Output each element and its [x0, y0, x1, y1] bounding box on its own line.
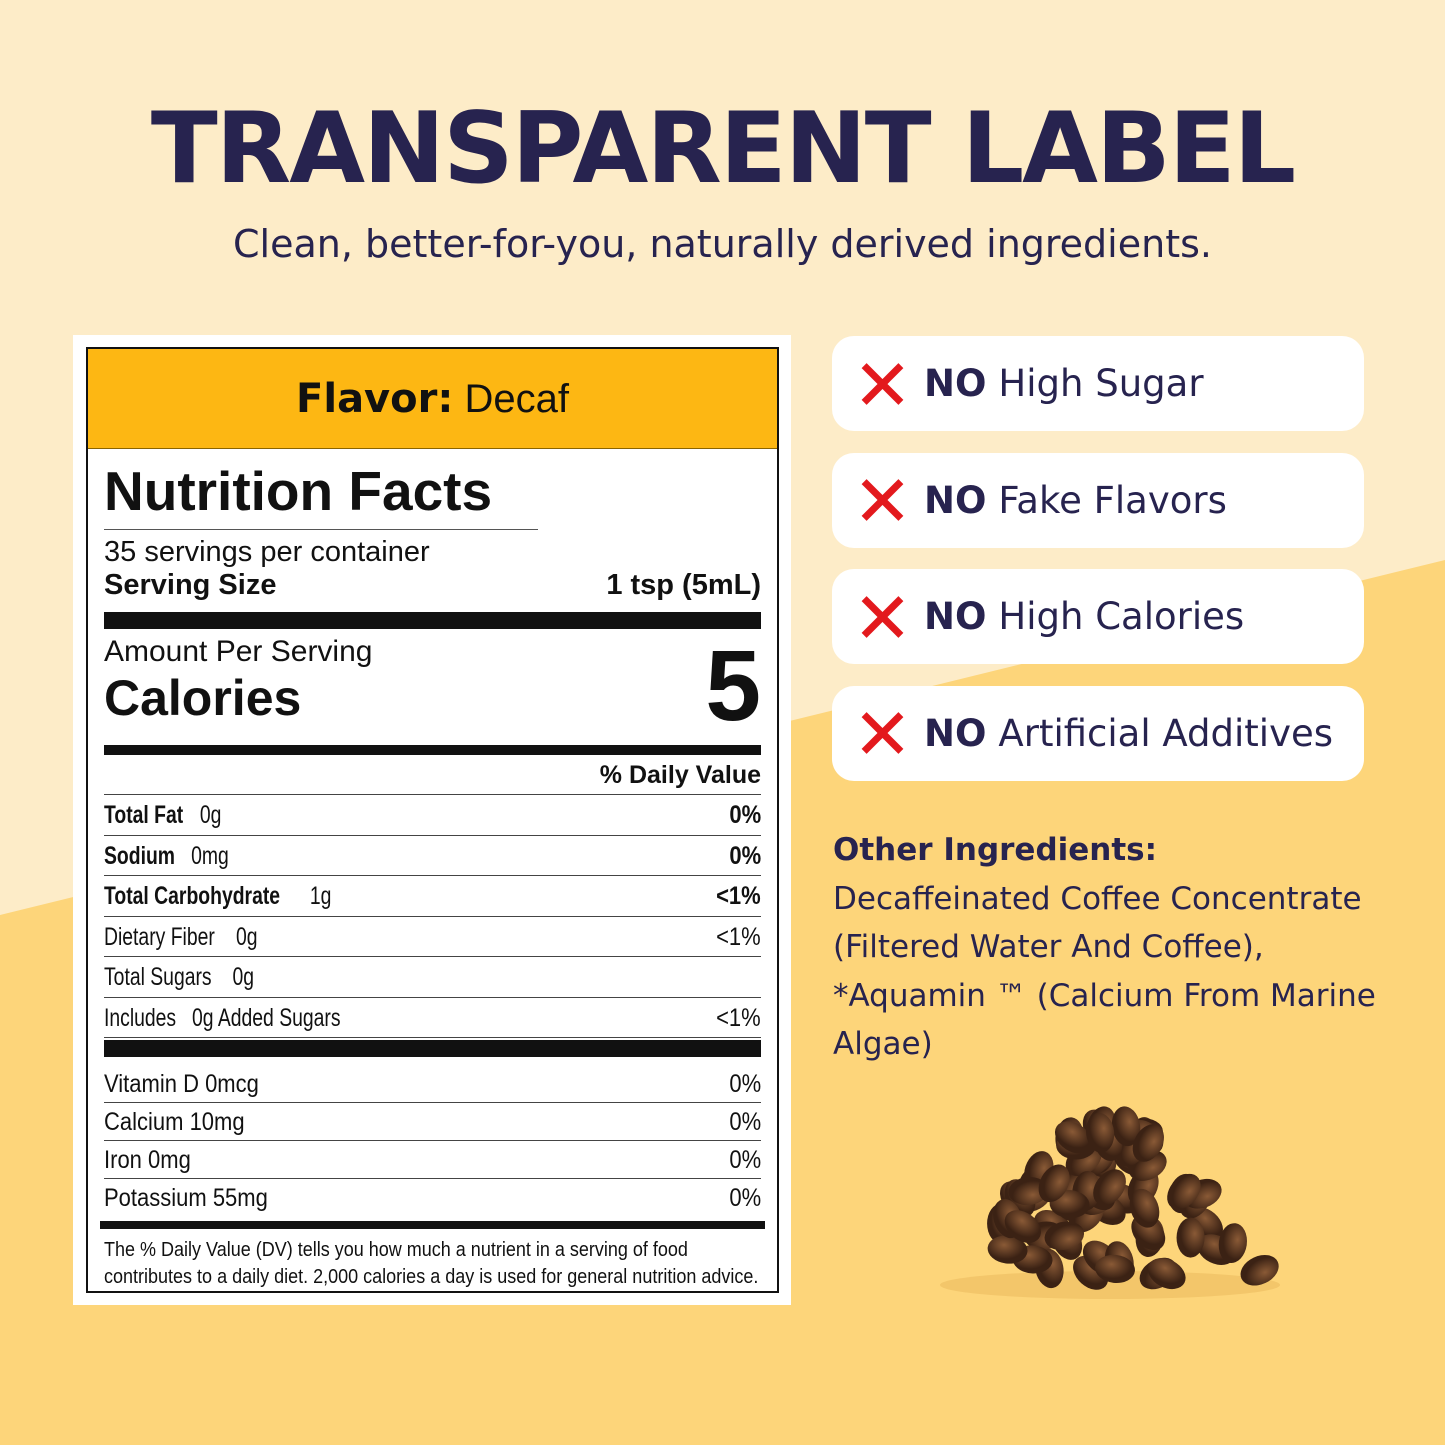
coffee-beans-image — [940, 1106, 1280, 1299]
coffee-bean — [1167, 1173, 1201, 1210]
other-ingredients: Other Ingredients: Decaffeinated Coffee … — [833, 832, 1376, 1062]
calories-value: 5 — [705, 630, 761, 742]
divider — [104, 1040, 761, 1057]
nutrient-row: Sodium 0mg 0% — [104, 836, 761, 876]
footnote: The % Daily Value (DV) tells you how muc… — [104, 1239, 759, 1288]
daily-value-header: % Daily Value — [104, 755, 761, 795]
coffee-bean — [1086, 1112, 1115, 1153]
calories-section: Amount Per Serving Calories 5 — [104, 630, 761, 742]
coffee-bean — [1111, 1106, 1141, 1147]
coffee-bean — [1038, 1164, 1070, 1203]
vitamin-row: Iron 0mg 0% — [104, 1141, 761, 1179]
page-subtitle: Clean, better-for-you, naturally derived… — [233, 222, 1212, 266]
x-icon — [860, 711, 904, 755]
x-icon — [860, 595, 904, 639]
coffee-bean — [1129, 1188, 1160, 1228]
page-title: TRANSPARENT LABEL — [150, 92, 1296, 206]
claim-item: NO High Calories — [832, 569, 1364, 664]
coffee-bean — [1218, 1223, 1247, 1263]
claim-item: NO Artificial Additives — [832, 685, 1364, 781]
coffee-bean — [1095, 1254, 1135, 1284]
x-icon — [860, 362, 904, 406]
nutrition-facts-title: Nutrition Facts — [104, 461, 538, 530]
nutrient-row: Total Carbohydrate 1g <1% — [104, 876, 761, 917]
divider — [104, 745, 761, 755]
coffee-bean — [1132, 1124, 1164, 1162]
flavor-banner: Flavor: Decaf — [88, 349, 777, 449]
coffee-bean — [1147, 1258, 1186, 1290]
coffee-bean — [1054, 1121, 1092, 1154]
serving-size: Serving Size 1 tsp (5mL) — [104, 569, 761, 601]
nutrient-row: Total Sugars 0g — [104, 957, 761, 998]
divider — [100, 1221, 765, 1229]
coffee-bean — [1240, 1254, 1279, 1286]
x-icon — [860, 478, 904, 522]
claim-item: NO High Sugar — [832, 336, 1364, 431]
nutrient-row: Dietary Fiber 0g <1% — [104, 917, 761, 957]
vitamin-row: Calcium 10mg 0% — [104, 1103, 761, 1141]
servings-per-container: 35 servings per container — [104, 536, 430, 568]
coffee-bean — [987, 1235, 1028, 1264]
claim-item: NO Fake Flavors — [832, 452, 1364, 548]
nutrient-row: Includes 0g Added Sugars <1% — [104, 998, 761, 1038]
coffee-bean — [1093, 1169, 1126, 1206]
coffee-bean — [1044, 1221, 1085, 1251]
coffee-bean — [1004, 1210, 1041, 1243]
vitamin-row: Vitamin D 0mcg 0% — [104, 1065, 761, 1103]
divider — [104, 612, 761, 629]
nutrient-row: Total Fat 0g 0% — [104, 795, 761, 836]
nutrition-label: Flavor: Decaf Nutrition Facts 35 serving… — [73, 335, 791, 1305]
coffee-bean — [1008, 1176, 1049, 1206]
coffee-bean — [1176, 1217, 1205, 1258]
vitamin-row: Potassium 55mg 0% — [104, 1184, 761, 1212]
